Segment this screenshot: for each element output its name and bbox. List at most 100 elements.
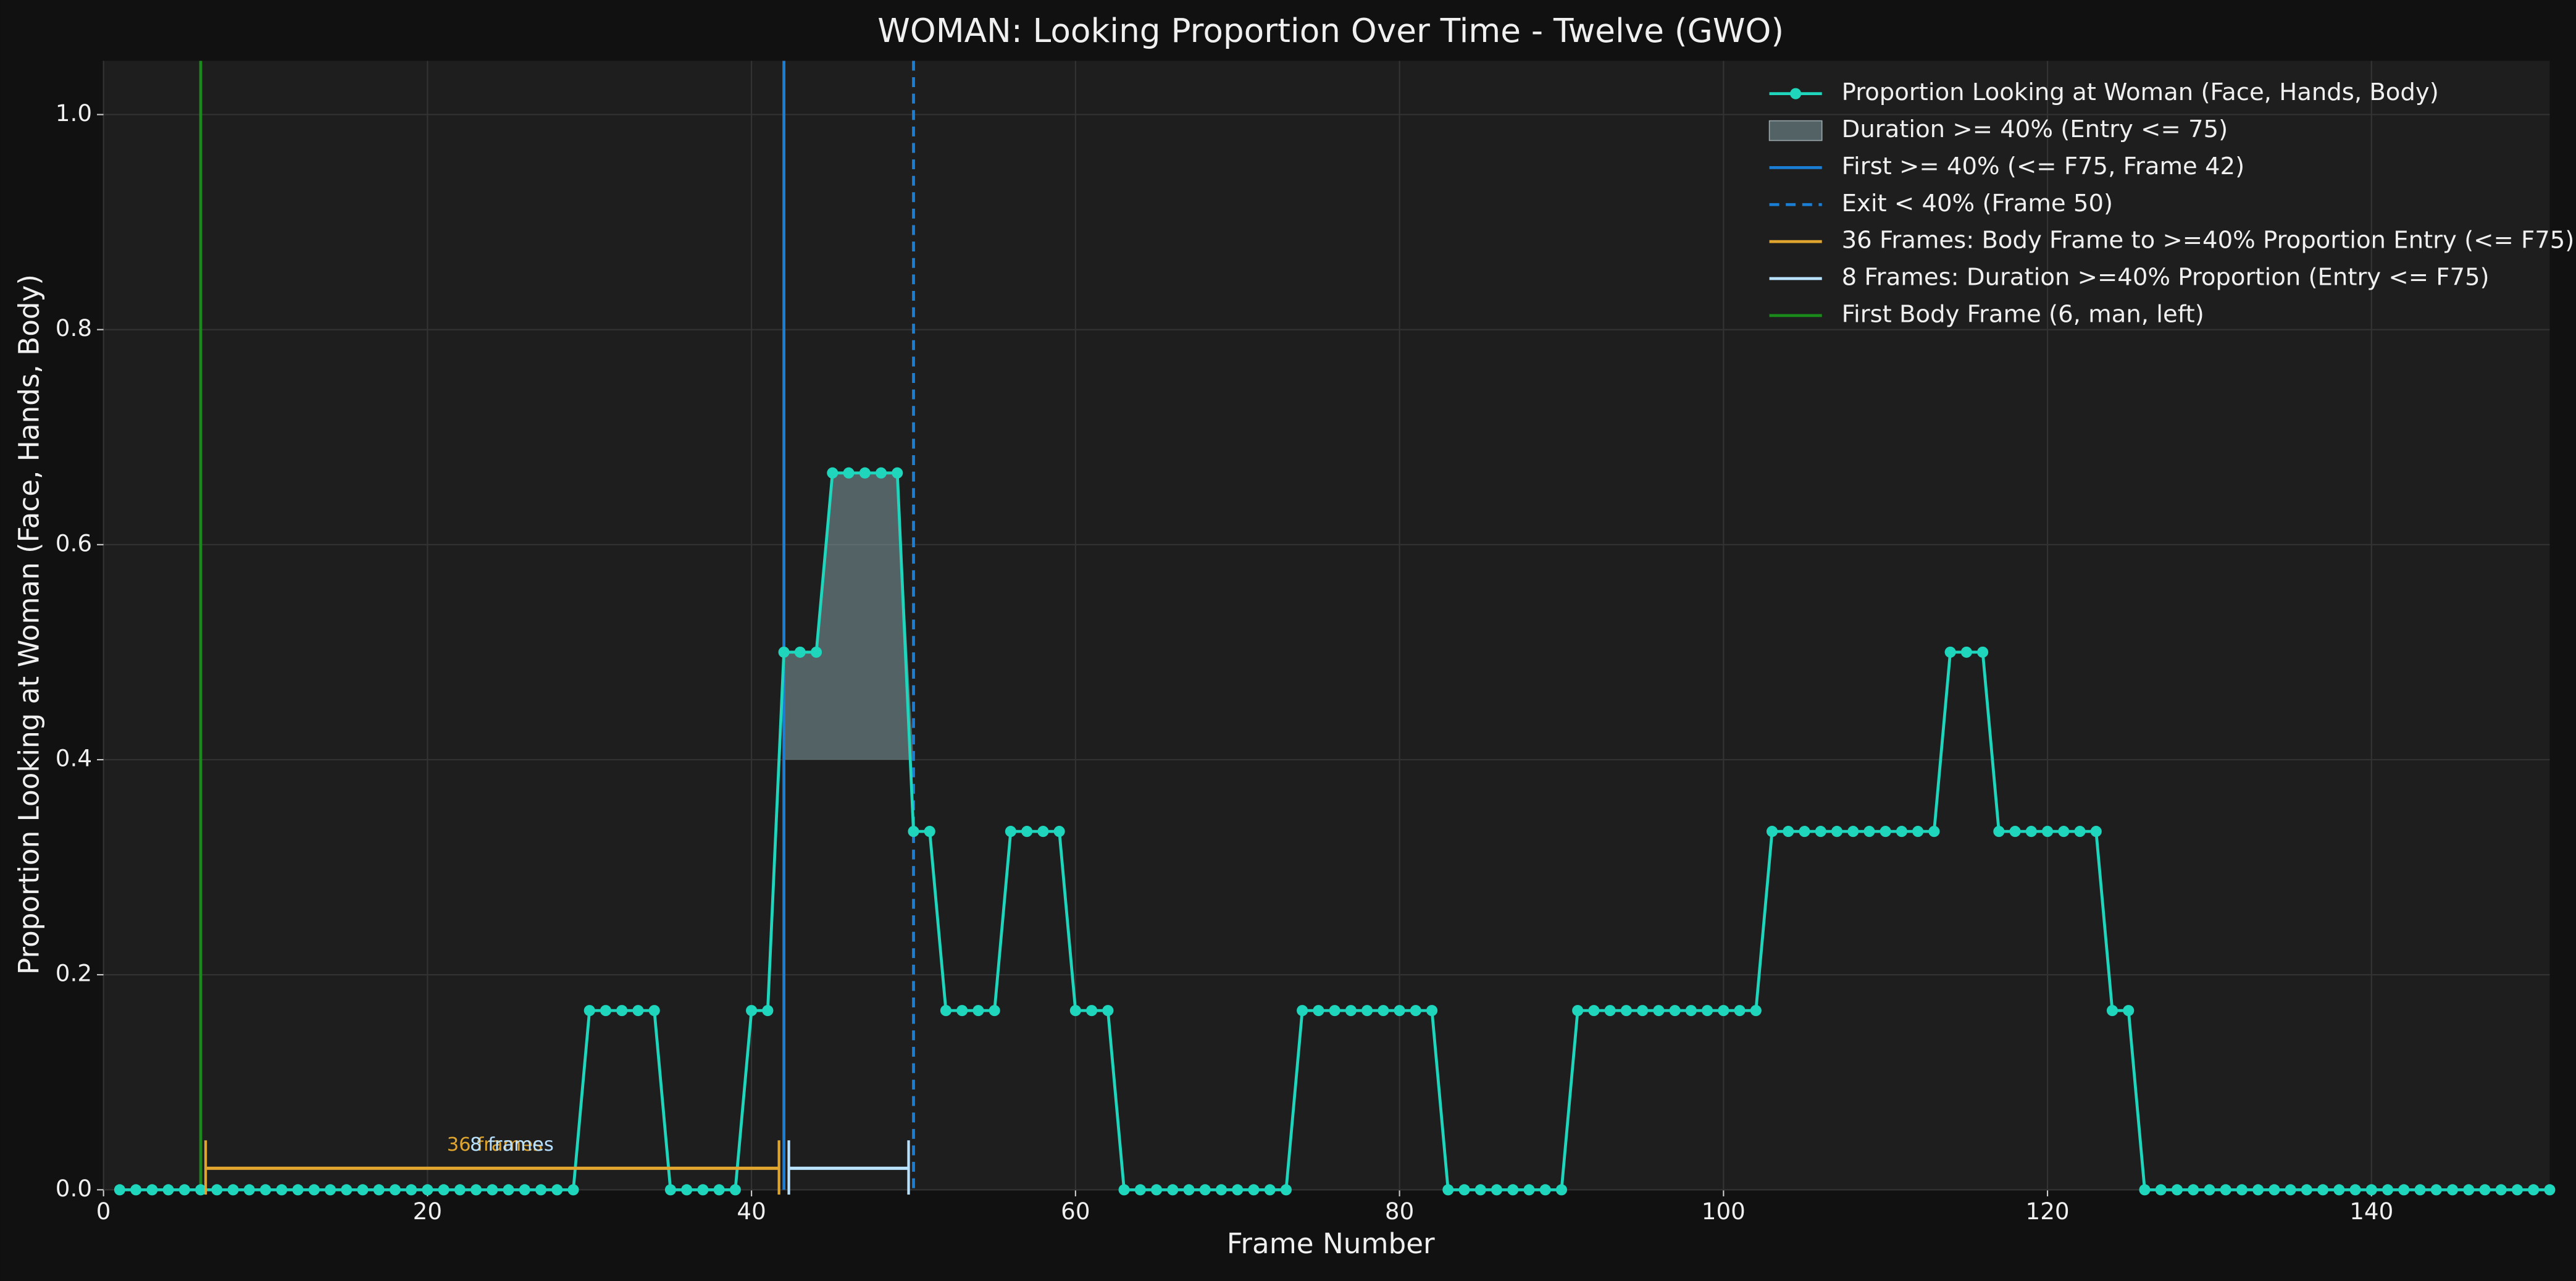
x-tick-label: 60	[1061, 1198, 1090, 1225]
data-point	[972, 1005, 984, 1017]
data-point	[535, 1184, 547, 1196]
data-point	[924, 826, 935, 838]
data-point	[1426, 1005, 1438, 1017]
data-point	[1150, 1184, 1163, 1196]
data-point	[1831, 826, 1843, 838]
data-point	[2123, 1005, 2135, 1017]
data-point	[1134, 1184, 1146, 1196]
data-point	[406, 1184, 417, 1196]
data-point	[729, 1184, 741, 1196]
data-point	[1021, 826, 1033, 838]
data-point	[1555, 1184, 1568, 1196]
data-point	[1815, 826, 1826, 838]
data-point	[1410, 1005, 1421, 1017]
data-point	[114, 1184, 125, 1196]
data-point	[2528, 1184, 2540, 1196]
data-point	[2269, 1184, 2280, 1196]
data-point	[2171, 1184, 2183, 1196]
data-point	[2042, 826, 2054, 838]
data-point	[892, 467, 903, 479]
data-point	[1799, 826, 1810, 838]
data-point	[1783, 826, 1794, 838]
data-point	[1069, 1005, 1081, 1017]
data-point	[551, 1184, 563, 1196]
data-point	[1847, 826, 1859, 838]
data-point	[357, 1184, 369, 1196]
data-point	[487, 1184, 498, 1196]
legend-label: 36 Frames: Body Frame to >=40% Proportio…	[1842, 227, 2575, 254]
x-tick-label: 120	[2026, 1198, 2070, 1225]
data-point	[2349, 1184, 2361, 1196]
data-point	[989, 1005, 1000, 1017]
data-point	[470, 1184, 482, 1196]
data-point	[1102, 1005, 1114, 1017]
data-point	[1604, 1005, 1616, 1017]
data-point	[940, 1005, 952, 1017]
data-point	[746, 1005, 758, 1017]
chart-title: WOMAN: Looking Proportion Over Time - Tw…	[877, 12, 1784, 50]
data-point	[259, 1184, 272, 1196]
data-point	[616, 1005, 628, 1017]
data-point	[875, 467, 887, 479]
data-point	[1005, 826, 1016, 838]
data-point	[1539, 1184, 1551, 1196]
data-point	[600, 1005, 612, 1017]
data-point	[1458, 1184, 1470, 1196]
data-point	[713, 1184, 725, 1196]
data-point	[1037, 826, 1049, 838]
data-point	[146, 1184, 158, 1196]
data-point	[956, 1005, 968, 1017]
data-point	[1863, 826, 1875, 838]
data-point	[1167, 1184, 1179, 1196]
data-point	[843, 467, 855, 479]
data-point	[2188, 1184, 2199, 1196]
data-point	[1702, 1005, 1713, 1017]
x-tick-label: 20	[413, 1198, 442, 1225]
data-point	[2106, 1005, 2118, 1017]
data-point	[1329, 1005, 1340, 1017]
data-point	[1750, 1005, 1762, 1017]
data-point	[227, 1184, 239, 1196]
legend-label: Proportion Looking at Woman (Face, Hands…	[1842, 78, 2439, 106]
plot-background	[103, 61, 2550, 1190]
data-point	[859, 467, 871, 479]
data-point	[308, 1184, 320, 1196]
data-point	[1232, 1184, 1244, 1196]
data-point	[162, 1184, 174, 1196]
data-point	[2252, 1184, 2264, 1196]
data-point	[1183, 1184, 1195, 1196]
data-point	[2511, 1184, 2523, 1196]
data-point	[1053, 826, 1065, 838]
data-point	[1378, 1005, 1389, 1017]
data-point	[1394, 1005, 1405, 1017]
data-point	[1264, 1184, 1276, 1196]
data-point	[2495, 1184, 2507, 1196]
data-point	[1993, 826, 2005, 838]
data-point	[1620, 1005, 1632, 1017]
data-point	[1637, 1005, 1649, 1017]
data-point	[1248, 1184, 1260, 1196]
data-point	[827, 467, 838, 479]
data-point	[811, 646, 822, 658]
data-point	[1280, 1184, 1292, 1196]
data-point	[2025, 826, 2037, 838]
x-tick-label: 100	[1702, 1198, 1746, 1225]
data-point	[1215, 1184, 1227, 1196]
data-point	[762, 1005, 774, 1017]
data-point	[1474, 1184, 1486, 1196]
data-point	[1685, 1005, 1697, 1017]
y-tick-label: 0.4	[56, 744, 92, 771]
data-point	[2220, 1184, 2231, 1196]
data-point	[341, 1184, 353, 1196]
x-tick-label: 140	[2349, 1198, 2393, 1225]
data-point	[292, 1184, 304, 1196]
legend-label: First >= 40% (<= F75, Frame 42)	[1842, 153, 2244, 180]
data-point	[1734, 1005, 1746, 1017]
data-point	[1944, 646, 1956, 658]
data-point	[1507, 1184, 1519, 1196]
data-point	[1297, 1005, 1308, 1017]
bracket-label: 36 frames	[447, 1134, 543, 1156]
data-point	[697, 1184, 709, 1196]
data-point	[681, 1184, 693, 1196]
